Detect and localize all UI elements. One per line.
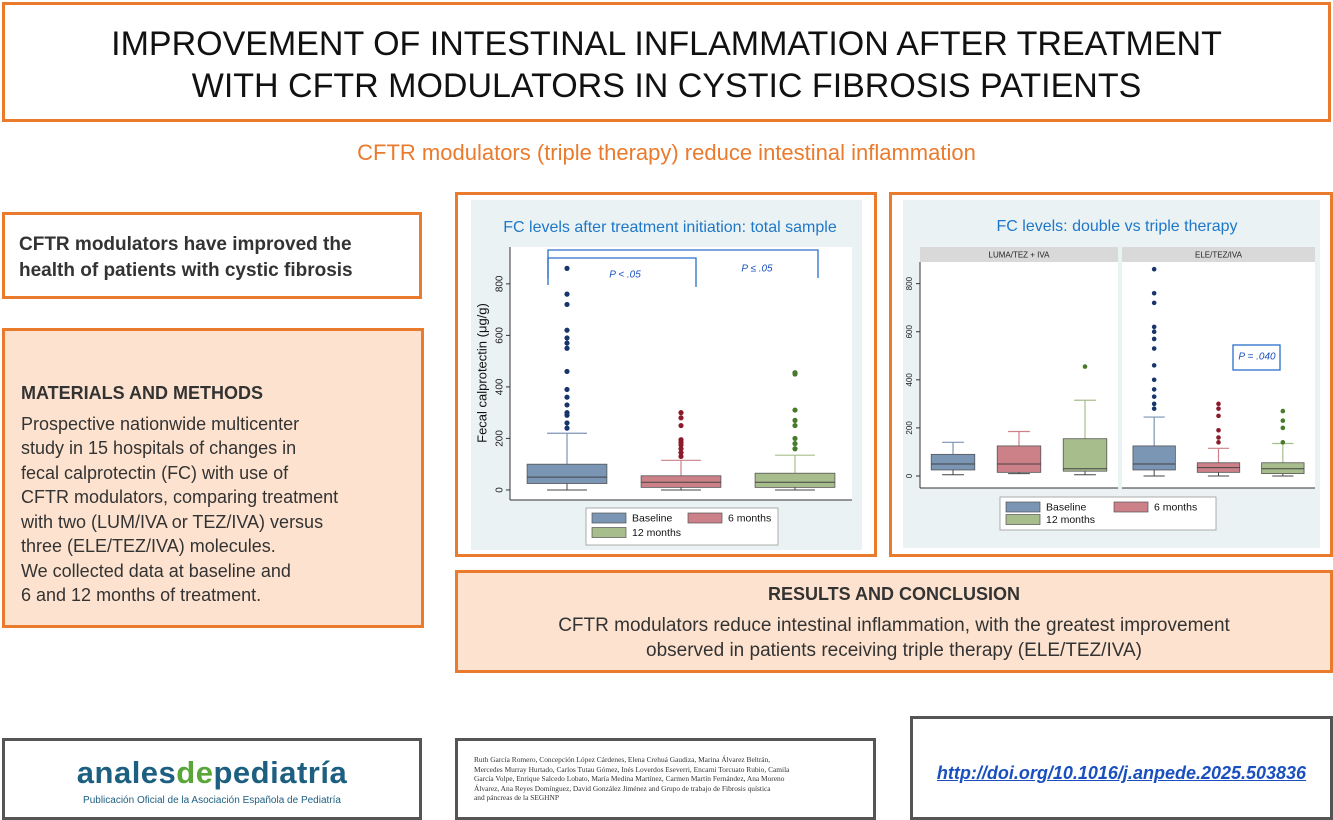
journal-name-part: pediatría bbox=[213, 755, 348, 790]
methods-box: MATERIALS AND METHODS Prospective nation… bbox=[2, 328, 424, 628]
author-line: Mercedes Murray Hurtado, Carlos Tutau Gó… bbox=[474, 764, 790, 774]
key-point-line: CFTR modulators have improved the bbox=[19, 234, 352, 255]
authors-box: Ruth García Romero, Concepción López Cár… bbox=[455, 738, 876, 820]
journal-logo: analesdepediatría Publicación Oficial de… bbox=[2, 738, 422, 820]
methods-heading: MATERIALS AND METHODS bbox=[21, 383, 263, 403]
results-box: RESULTS AND CONCLUSION CFTR modulators r… bbox=[455, 570, 1333, 673]
journal-name-part: de bbox=[176, 755, 214, 790]
methods-line: We collected data at baseline and bbox=[21, 560, 291, 581]
author-line: Álvarez, Ana Reyes Domínguez, David Gonz… bbox=[474, 783, 771, 793]
journal-tagline: Publicación Oficial de la Asociación Esp… bbox=[83, 795, 341, 806]
results-text: CFTR modulators reduce intestinal inflam… bbox=[458, 613, 1330, 663]
key-point-line: health of patients with cystic fibrosis bbox=[19, 260, 353, 281]
title-box: IMPROVEMENT OF INTESTINAL INFLAMMATION A… bbox=[2, 2, 1331, 122]
author-line: and páncreas de la SEGHNP bbox=[474, 793, 559, 803]
journal-name-part: anales bbox=[76, 755, 177, 790]
results-heading: RESULTS AND CONCLUSION bbox=[768, 584, 1020, 604]
author-line: García Volpe, Enrique Salcedo Lobato, Ma… bbox=[474, 774, 785, 784]
author-line: Ruth García Romero, Concepción López Cár… bbox=[474, 755, 771, 764]
chart-frame bbox=[889, 192, 1333, 557]
title-line: IMPROVEMENT OF INTESTINAL INFLAMMATION A… bbox=[111, 25, 1222, 63]
methods-line: Prospective nationwide multicenter bbox=[21, 413, 300, 434]
methods-line: study in 15 hospitals of changes in bbox=[21, 438, 297, 458]
doi-box: http://doi.org/10.1016/j.anpede.2025.503… bbox=[910, 716, 1333, 820]
key-point-box: CFTR modulators have improved the health… bbox=[2, 212, 422, 299]
methods-text: Prospective nationwide multicenter study … bbox=[21, 412, 421, 608]
methods-line: CFTR modulators, comparing treatment bbox=[21, 487, 339, 507]
results-line: CFTR modulators reduce intestinal inflam… bbox=[558, 615, 1230, 636]
methods-line: with two (LUM/IVA or TEZ/IVA) versus bbox=[21, 511, 324, 532]
methods-line: fecal calprotectin (FC) with use of bbox=[21, 462, 289, 483]
doi-link[interactable]: http://doi.org/10.1016/j.anpede.2025.503… bbox=[936, 763, 1307, 783]
journal-name: analesdepediatría bbox=[5, 755, 419, 791]
methods-line: 6 and 12 months of treatment. bbox=[21, 585, 262, 605]
subtitle: CFTR modulators (triple therapy) reduce … bbox=[357, 140, 976, 165]
title-line: WITH CFTR MODULATORS IN CYSTIC FIBROSIS … bbox=[191, 67, 1142, 105]
results-line: observed in patients receiving triple th… bbox=[646, 640, 1142, 661]
chart-frame bbox=[455, 192, 877, 557]
methods-line: three (ELE/TEZ/IVA) molecules. bbox=[21, 536, 276, 556]
